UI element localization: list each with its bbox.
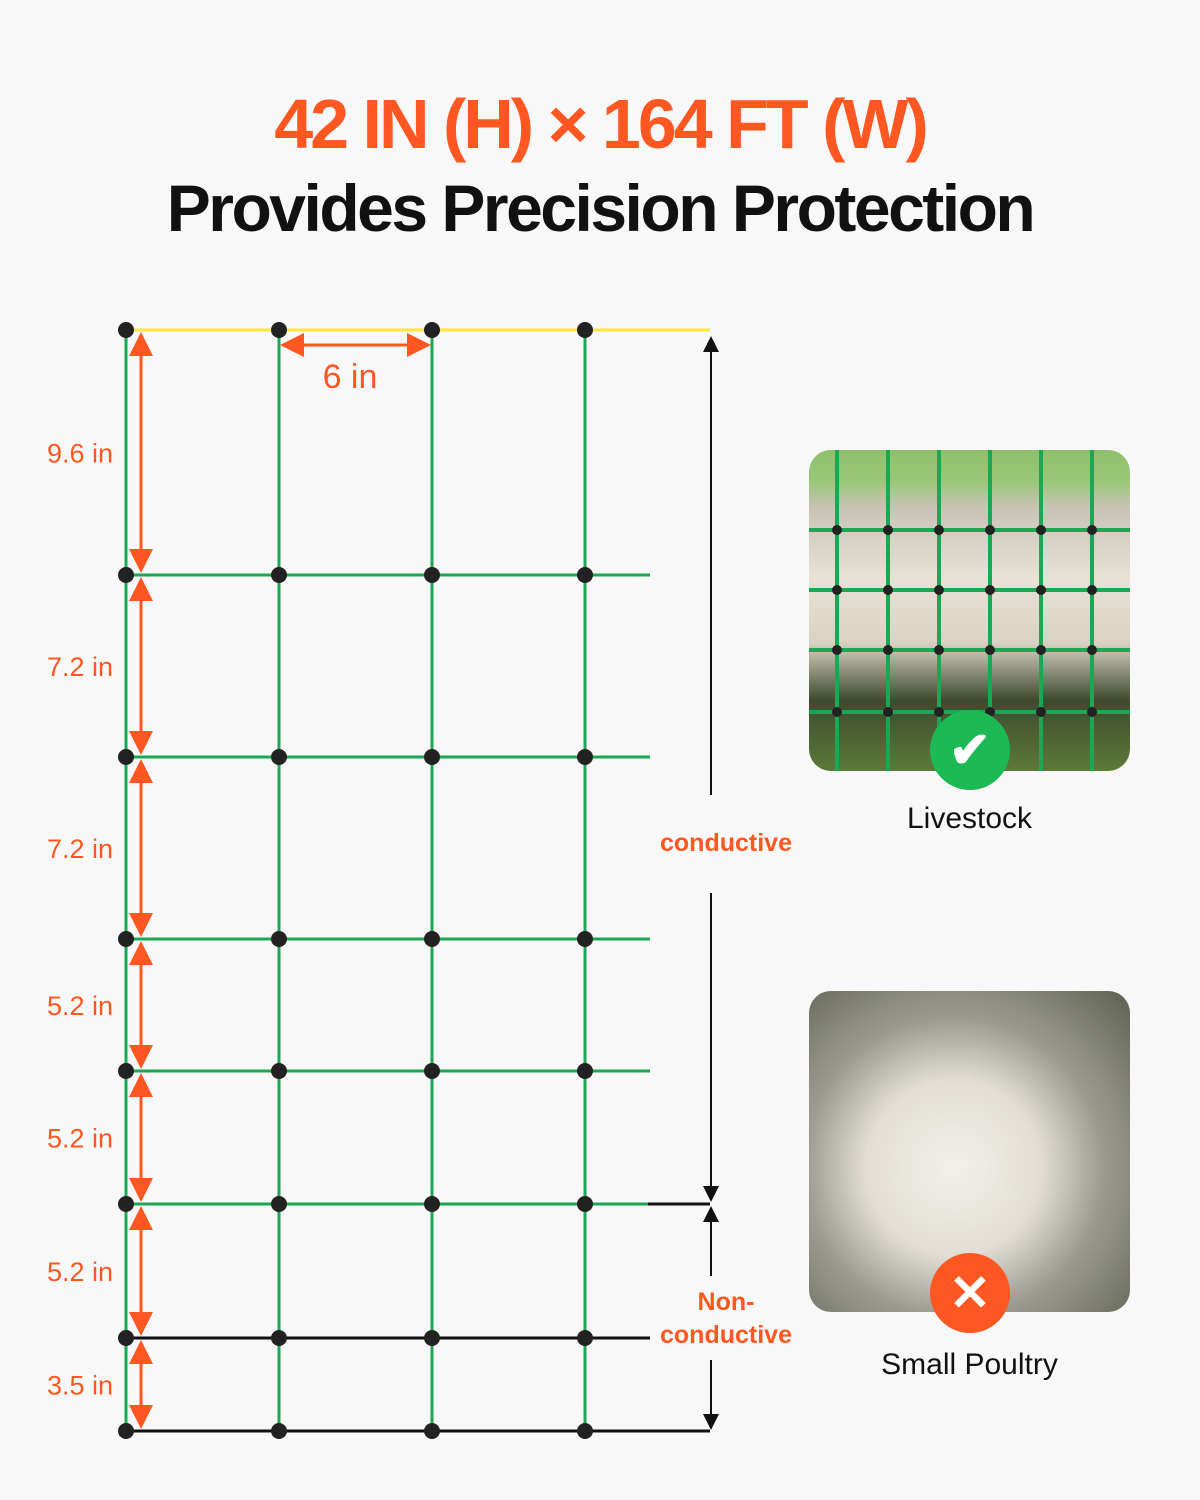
- overlay-knot: [883, 707, 893, 717]
- knot: [577, 1196, 593, 1212]
- overlay-knot: [985, 645, 995, 655]
- title-dimensions: 42 IN (H) × 164 FT (W): [274, 85, 929, 163]
- overlay-knot: [832, 707, 842, 717]
- overlay-knot: [883, 645, 893, 655]
- knot: [577, 322, 593, 338]
- knot: [271, 567, 287, 583]
- overlay-knot: [832, 585, 842, 595]
- overlay-knot: [934, 525, 944, 535]
- knot: [577, 567, 593, 583]
- nonconductive-label: conductive: [660, 1321, 792, 1349]
- width-label: 6 in: [323, 358, 378, 396]
- check-icon: ✔: [930, 710, 1010, 790]
- overlay-knot: [1087, 525, 1097, 535]
- knot: [577, 1423, 593, 1439]
- overlay-knot: [883, 525, 893, 535]
- nonconductive-label: Non-: [698, 1288, 755, 1316]
- knot: [118, 749, 134, 765]
- knot: [577, 1063, 593, 1079]
- knot: [271, 1063, 287, 1079]
- knot: [118, 1330, 134, 1346]
- knot: [424, 1330, 440, 1346]
- knot: [424, 931, 440, 947]
- overlay-knot: [985, 585, 995, 595]
- knot: [424, 1063, 440, 1079]
- knot: [577, 749, 593, 765]
- knot: [424, 567, 440, 583]
- knot: [271, 1423, 287, 1439]
- overlay-knot: [985, 525, 995, 535]
- spacing-label: 5.2 in: [47, 1257, 113, 1287]
- knot: [424, 1423, 440, 1439]
- overlay-knot: [883, 585, 893, 595]
- livestock-label: Livestock: [906, 802, 1033, 835]
- fence-overlay: [809, 450, 1130, 771]
- knot: [271, 322, 287, 338]
- poultry-label: Small Poultry: [881, 1348, 1058, 1381]
- overlay-knot: [832, 645, 842, 655]
- knot: [577, 931, 593, 947]
- spacing-label: 7.2 in: [47, 652, 113, 682]
- knot: [118, 1423, 134, 1439]
- knot: [118, 1196, 134, 1212]
- knot: [577, 1330, 593, 1346]
- overlay-knot: [934, 585, 944, 595]
- title-tagline: Provides Precision Protection: [166, 171, 1036, 245]
- conductive-label: conductive: [660, 829, 792, 857]
- knot: [424, 749, 440, 765]
- spacing-label: 3.5 in: [47, 1371, 113, 1401]
- overlay-knot: [934, 707, 944, 717]
- knot: [118, 567, 134, 583]
- knot: [271, 749, 287, 765]
- knot: [424, 1196, 440, 1212]
- overlay-knot: [1087, 645, 1097, 655]
- spacing-label: 5.2 in: [47, 1124, 113, 1154]
- knot: [118, 322, 134, 338]
- knot: [271, 931, 287, 947]
- spacing-label: 5.2 in: [47, 991, 113, 1021]
- overlay-knot: [1036, 525, 1046, 535]
- x-icon: ✕: [930, 1253, 1010, 1333]
- knot: [118, 931, 134, 947]
- overlay-knot: [1036, 707, 1046, 717]
- overlay-knot: [832, 525, 842, 535]
- spacing-label: 9.6 in: [47, 439, 113, 469]
- overlay-knot: [1036, 585, 1046, 595]
- overlay-knot: [934, 645, 944, 655]
- overlay-knot: [1087, 707, 1097, 717]
- knot: [118, 1063, 134, 1079]
- spacing-label: 7.2 in: [47, 834, 113, 864]
- overlay-knot: [1087, 585, 1097, 595]
- knot: [271, 1196, 287, 1212]
- knot: [271, 1330, 287, 1346]
- overlay-knot: [1036, 645, 1046, 655]
- knot: [424, 322, 440, 338]
